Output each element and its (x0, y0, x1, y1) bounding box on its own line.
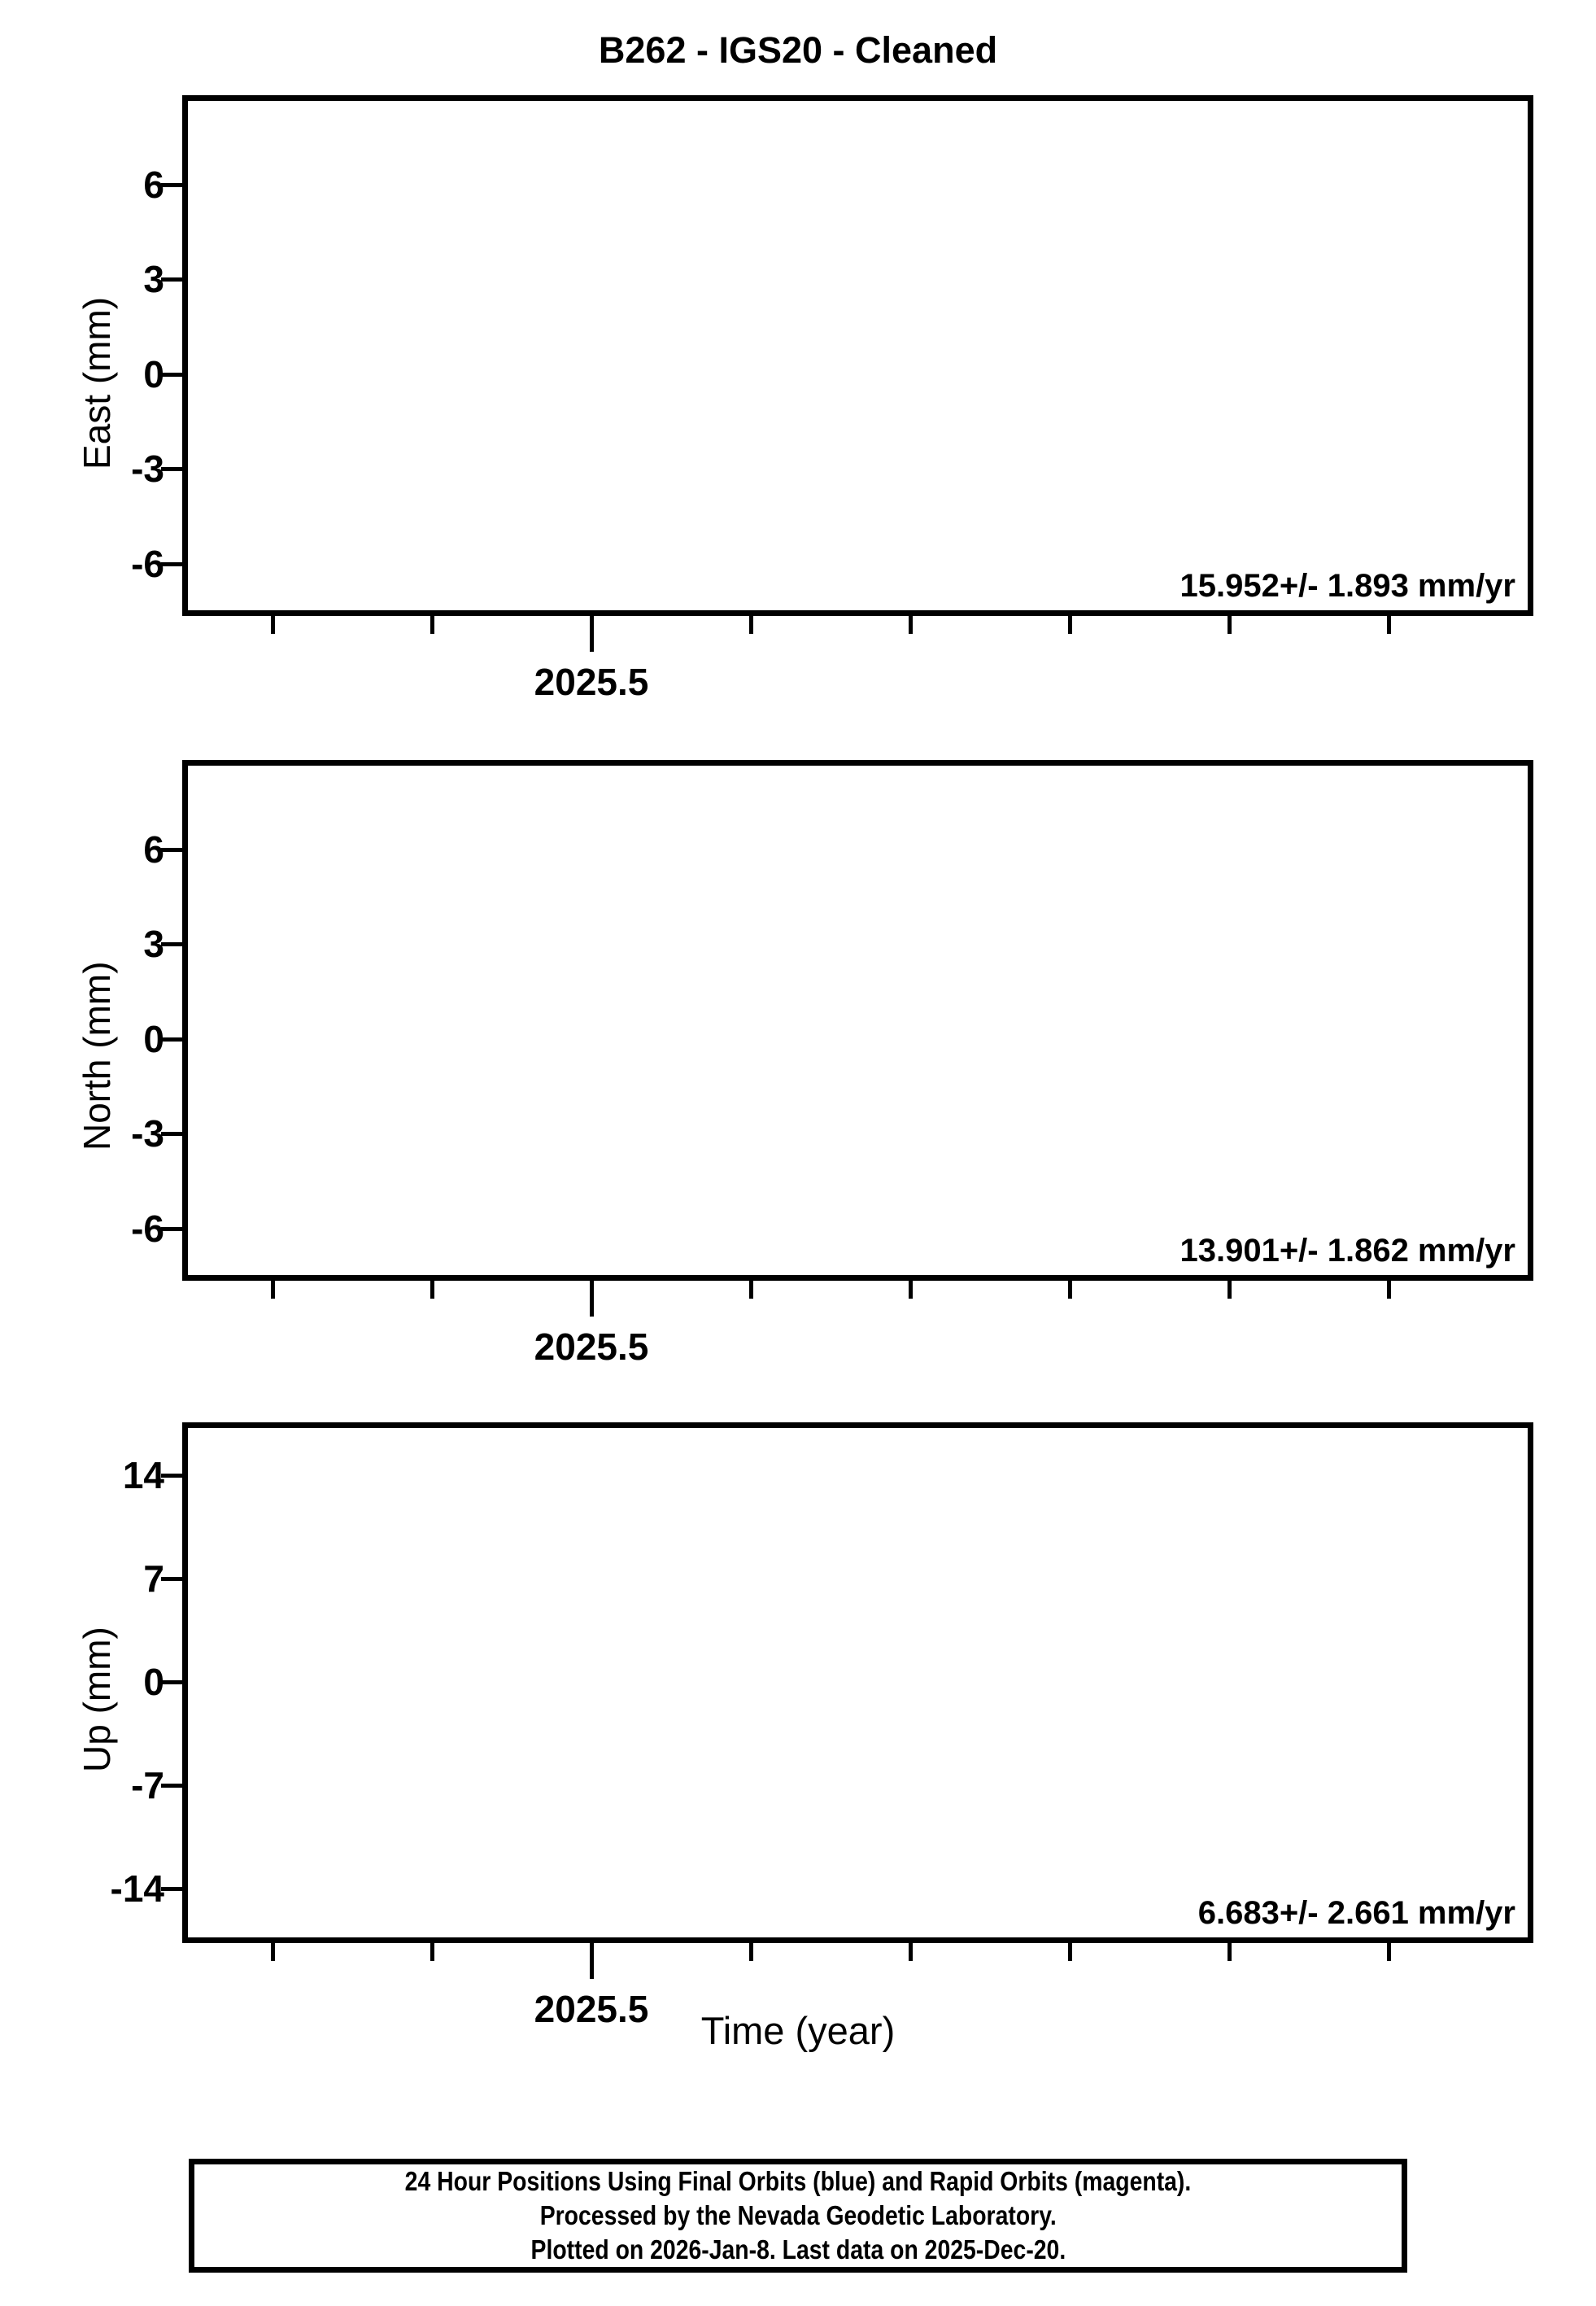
axes-frame-north (182, 760, 1533, 1281)
y-tick-label-east-1: 3 (143, 258, 164, 300)
y-tick-east-2 (161, 373, 182, 377)
y-tick-label-up-0: 14 (122, 1454, 164, 1496)
y-tick-label-up-3: -7 (131, 1764, 164, 1806)
x-tick-north-4 (909, 1281, 913, 1299)
y-tick-north-4 (161, 1227, 182, 1231)
x-axis-title: Time (year) (700, 2009, 896, 2052)
y-axis-title-up: Up (mm) (76, 1627, 118, 1772)
axes-frame-up (182, 1422, 1533, 1943)
x-tick-up-5 (1068, 1943, 1072, 1961)
chart-panel-north: 6 3 0 -3 -6 2025.5 North (mm) 13.901+/- … (76, 760, 1533, 1368)
y-tick-north-3 (161, 1132, 182, 1136)
y-tick-up-0 (161, 1474, 182, 1478)
page-title: B262 - IGS20 - Cleaned (598, 29, 998, 71)
y-tick-label-north-1: 3 (143, 923, 164, 965)
x-tick-north-0 (271, 1281, 275, 1299)
rate-annotation-up: 6.683+/- 2.661 mm/yr (1197, 1895, 1515, 1931)
x-tick-up-3 (749, 1943, 753, 1961)
x-tick-north-6 (1228, 1281, 1232, 1299)
chart-panel-up: 14 7 0 -7 -14 2025.5 Up (mm) 6.683+/- 2.… (76, 1422, 1533, 2030)
x-tick-east-4 (909, 616, 913, 634)
footer-line-1: 24 Hour Positions Using Final Orbits (bl… (404, 2165, 1192, 2196)
y-tick-north-2 (161, 1037, 182, 1042)
y-tick-label-east-4: -6 (131, 543, 164, 585)
x-tick-north-major (590, 1281, 594, 1317)
x-tick-label-east: 2025.5 (534, 661, 649, 703)
x-tick-east-5 (1068, 616, 1072, 634)
chart-panel-east: 6 3 0 -3 -6 2025.5 East (mm) 15.952+/- 1… (76, 95, 1533, 703)
y-axis-title-north: North (mm) (76, 961, 118, 1151)
x-tick-label-north: 2025.5 (534, 1326, 649, 1368)
y-tick-east-4 (161, 562, 182, 566)
x-tick-east-6 (1228, 616, 1232, 634)
x-tick-north-1 (430, 1281, 434, 1299)
x-tick-east-1 (430, 616, 434, 634)
footer-caption-box: 24 Hour Positions Using Final Orbits (bl… (189, 2159, 1407, 2273)
y-tick-up-4 (161, 1887, 182, 1891)
x-tick-up-major (590, 1943, 594, 1979)
x-tick-label-up: 2025.5 (534, 1988, 649, 2030)
y-axis-title-east: East (mm) (76, 296, 118, 469)
x-tick-up-6 (1228, 1943, 1232, 1961)
x-tick-up-7 (1387, 1943, 1391, 1961)
x-tick-east-0 (271, 616, 275, 634)
rate-annotation-east: 15.952+/- 1.893 mm/yr (1180, 568, 1515, 604)
x-tick-north-7 (1387, 1281, 1391, 1299)
footer-line-2: Processed by the Nevada Geodetic Laborat… (539, 2199, 1057, 2230)
y-tick-north-0 (161, 848, 182, 852)
rate-annotation-north: 13.901+/- 1.862 mm/yr (1180, 1233, 1515, 1269)
y-tick-east-3 (161, 467, 182, 471)
x-tick-up-4 (909, 1943, 913, 1961)
y-tick-east-0 (161, 183, 182, 187)
y-tick-label-up-1: 7 (143, 1557, 164, 1600)
x-tick-east-7 (1387, 616, 1391, 634)
y-tick-up-2 (161, 1680, 182, 1684)
y-tick-up-1 (161, 1577, 182, 1581)
y-tick-label-north-3: -3 (131, 1112, 164, 1155)
x-tick-east-major (590, 616, 594, 652)
y-tick-label-north-0: 6 (143, 828, 164, 871)
y-tick-label-up-4: -14 (110, 1867, 164, 1910)
footer-line-3: Plotted on 2026-Jan-8. Last data on 2025… (530, 2234, 1066, 2265)
y-tick-label-up-2: 0 (143, 1661, 164, 1703)
y-tick-label-east-2: 0 (143, 353, 164, 395)
y-tick-label-north-2: 0 (143, 1018, 164, 1060)
y-tick-label-east-0: 6 (143, 164, 164, 206)
y-tick-north-1 (161, 942, 182, 946)
x-tick-up-0 (271, 1943, 275, 1961)
y-tick-label-north-4: -6 (131, 1208, 164, 1250)
y-tick-up-3 (161, 1784, 182, 1788)
x-tick-east-3 (749, 616, 753, 634)
y-tick-east-1 (161, 277, 182, 282)
x-tick-up-1 (430, 1943, 434, 1961)
y-tick-label-east-3: -3 (131, 448, 164, 490)
axes-frame-east (182, 95, 1533, 616)
x-tick-north-3 (749, 1281, 753, 1299)
x-tick-north-5 (1068, 1281, 1072, 1299)
